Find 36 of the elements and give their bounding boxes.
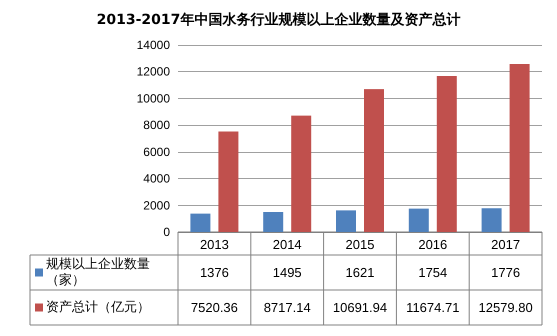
legend-label: 规模以上企业数量（家） bbox=[46, 257, 150, 288]
bar bbox=[336, 210, 356, 232]
data-label: 1376 bbox=[200, 265, 229, 280]
x-tick-label: 2016 bbox=[418, 237, 448, 252]
data-label: 1776 bbox=[491, 265, 520, 280]
data-label: 12579.80 bbox=[478, 300, 533, 315]
bar bbox=[364, 89, 384, 232]
bar bbox=[263, 212, 284, 232]
data-label: 1621 bbox=[346, 265, 374, 280]
y-tick-label: 12000 bbox=[136, 64, 170, 79]
data-label: 1495 bbox=[272, 265, 302, 280]
bar bbox=[218, 132, 238, 232]
y-tick-label: 0 bbox=[163, 225, 170, 239]
legend-label: 资产总计（亿元） bbox=[46, 300, 150, 315]
bar bbox=[291, 116, 312, 232]
y-tick-label: 14000 bbox=[136, 38, 170, 52]
y-tick-label: 4000 bbox=[143, 172, 170, 186]
x-tick-label: 2014 bbox=[272, 237, 302, 252]
data-label: 10691.94 bbox=[332, 300, 388, 315]
chart-title: 2013-2017年中国水务行业规模以上企业数量及资产总计 bbox=[96, 11, 460, 28]
bar bbox=[482, 208, 502, 232]
y-tick-label: 8000 bbox=[143, 118, 170, 132]
data-label: 8717.14 bbox=[264, 300, 311, 315]
y-tick-label: 2000 bbox=[143, 198, 170, 212]
x-tick-label: 2015 bbox=[346, 237, 374, 252]
x-tick-label: 2017 bbox=[491, 237, 520, 252]
x-tick-label: 2013 bbox=[200, 237, 229, 252]
data-label: 7520.36 bbox=[190, 300, 238, 315]
bar bbox=[408, 208, 429, 232]
data-label: 11674.71 bbox=[406, 300, 460, 315]
bar bbox=[436, 76, 457, 232]
y-tick-label: 6000 bbox=[143, 144, 170, 159]
y-tick-label: 10000 bbox=[136, 91, 170, 106]
bar bbox=[510, 64, 530, 232]
data-label: 1754 bbox=[418, 265, 448, 280]
bar bbox=[190, 214, 210, 232]
